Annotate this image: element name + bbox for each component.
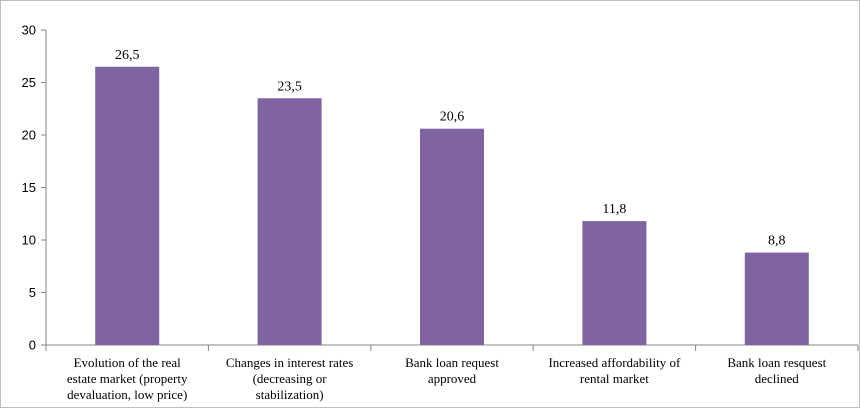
bar xyxy=(420,128,484,345)
bars xyxy=(95,66,809,345)
category-label: Bank loan resquest xyxy=(727,355,826,370)
y-tick-label: 20 xyxy=(22,128,36,143)
category-label: declined xyxy=(755,371,800,386)
y-tick-label: 25 xyxy=(22,75,36,90)
category-label: stabilization) xyxy=(256,387,324,402)
category-label: devaluation, low price) xyxy=(67,387,187,402)
category-label: Increased affordability of xyxy=(548,355,681,370)
category-label: rental market xyxy=(580,371,649,386)
data-label: 23,5 xyxy=(277,79,302,94)
data-label: 20,6 xyxy=(440,110,465,125)
category-label: estate market (property xyxy=(67,371,188,386)
category-label: Bank loan request xyxy=(405,355,499,370)
data-label: 11,8 xyxy=(602,202,626,217)
data-label: 8,8 xyxy=(768,234,786,249)
y-tick-label: 30 xyxy=(22,23,36,38)
y-tick-label: 15 xyxy=(22,180,36,195)
y-tick-label: 5 xyxy=(29,285,36,300)
category-label: Changes in interest rates xyxy=(226,355,353,370)
bar xyxy=(582,221,647,345)
data-labels: 26,5 23,5 20,6 11,8 8,8 xyxy=(115,48,786,249)
bar xyxy=(95,66,160,345)
y-tick-label: 0 xyxy=(29,338,36,353)
category-label: approved xyxy=(428,371,477,386)
bar xyxy=(744,252,809,345)
bar xyxy=(257,98,322,345)
axes: 0 5 10 15 20 25 30 xyxy=(22,23,859,353)
category-label: (decreasing or xyxy=(253,371,328,386)
data-label: 26,5 xyxy=(115,48,140,63)
category-label: Evolution of the real xyxy=(74,355,182,370)
y-tick-label: 10 xyxy=(22,233,36,248)
